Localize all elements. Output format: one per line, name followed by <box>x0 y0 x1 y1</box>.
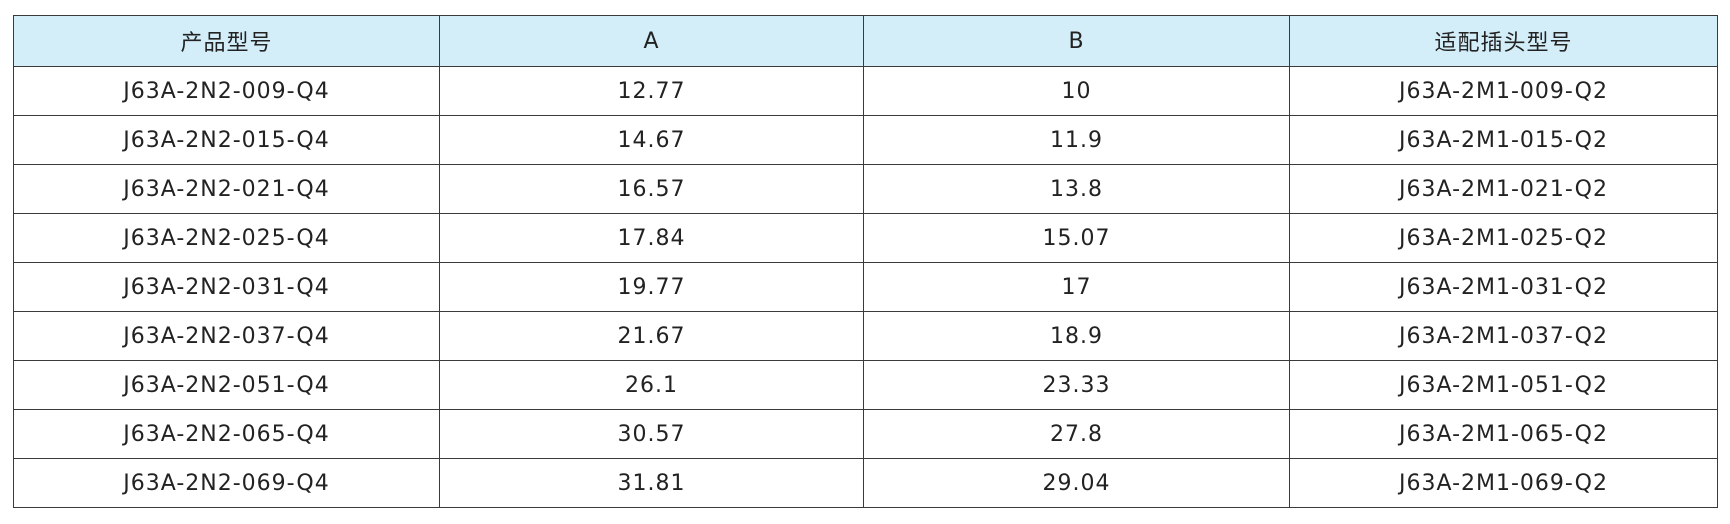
table-cell: J63A-2N2-065-Q4 <box>13 409 440 459</box>
table-cell: J63A-2N2-025-Q4 <box>13 213 440 263</box>
table-row: J63A-2N2-069-Q4 31.81 29.04 J63A-2M1-069-Q2 <box>13 458 1718 508</box>
table-cell: J63A-2M1-009-Q2 <box>1289 66 1718 116</box>
table-cell: 27.8 <box>863 409 1290 459</box>
table-cell: 11.9 <box>863 115 1290 165</box>
table-cell: J63A-2M1-051-Q2 <box>1289 360 1718 410</box>
table-cell: 17 <box>863 262 1290 312</box>
table-cell: J63A-2N2-031-Q4 <box>13 262 440 312</box>
table-row: J63A-2N2-025-Q4 17.84 15.07 J63A-2M1-025-Q2 <box>13 213 1718 263</box>
table-row: J63A-2N2-037-Q4 21.67 18.9 J63A-2M1-037-Q2 <box>13 311 1718 361</box>
table-cell: J63A-2N2-009-Q4 <box>13 66 440 116</box>
table-cell: J63A-2N2-015-Q4 <box>13 115 440 165</box>
table-cell: J63A-2N2-051-Q4 <box>13 360 440 410</box>
table-cell: J63A-2M1-069-Q2 <box>1289 458 1718 508</box>
table-row: J63A-2N2-065-Q4 30.57 27.8 J63A-2M1-065-Q2 <box>13 409 1718 459</box>
table-cell: J63A-2M1-065-Q2 <box>1289 409 1718 459</box>
header-cell: B <box>863 15 1290 67</box>
table-cell: J63A-2M1-015-Q2 <box>1289 115 1718 165</box>
table-row: J63A-2N2-009-Q4 12.77 10 J63A-2M1-009-Q2 <box>13 66 1718 116</box>
table-cell: 10 <box>863 66 1290 116</box>
table-cell: J63A-2M1-025-Q2 <box>1289 213 1718 263</box>
table-cell: 18.9 <box>863 311 1290 361</box>
header-cell: 产品型号 <box>13 15 440 67</box>
header-row: 产品型号 A B 适配插头型号 <box>13 15 1718 67</box>
table-cell: J63A-2N2-069-Q4 <box>13 458 440 508</box>
header-cell: A <box>439 15 864 67</box>
table-body: J63A-2N2-009-Q4 12.77 10 J63A-2M1-009-Q2 J63… <box>13 66 1718 508</box>
table-cell: J63A-2N2-037-Q4 <box>13 311 440 361</box>
table-cell: 12.77 <box>439 66 864 116</box>
table-row: J63A-2N2-031-Q4 19.77 17 J63A-2M1-031-Q2 <box>13 262 1718 312</box>
table-cell: 13.8 <box>863 164 1290 214</box>
table-row: J63A-2N2-051-Q4 26.1 23.33 J63A-2M1-051-Q2 <box>13 360 1718 410</box>
table-row: J63A-2N2-015-Q4 14.67 11.9 J63A-2M1-015-Q2 <box>13 115 1718 165</box>
table-cell: J63A-2M1-021-Q2 <box>1289 164 1718 214</box>
table-row: J63A-2N2-021-Q4 16.57 13.8 J63A-2M1-021-Q2 <box>13 164 1718 214</box>
table-cell: 23.33 <box>863 360 1290 410</box>
table-cell: J63A-2M1-031-Q2 <box>1289 262 1718 312</box>
table-cell: 21.67 <box>439 311 864 361</box>
table-cell: 19.77 <box>439 262 864 312</box>
table-cell: 17.84 <box>439 213 864 263</box>
table-cell: 14.67 <box>439 115 864 165</box>
header-cell: 适配插头型号 <box>1289 15 1718 67</box>
table-cell: J63A-2N2-021-Q4 <box>13 164 440 214</box>
table-cell: 31.81 <box>439 458 864 508</box>
table-cell: 30.57 <box>439 409 864 459</box>
spec-table: 产品型号 A B 适配插头型号 J63A-2N2-009-Q4 12.77 10 J63A-… <box>13 15 1718 508</box>
table-cell: 26.1 <box>439 360 864 410</box>
table-cell: 15.07 <box>863 213 1290 263</box>
table-cell: 16.57 <box>439 164 864 214</box>
table-cell: 29.04 <box>863 458 1290 508</box>
table-cell: J63A-2M1-037-Q2 <box>1289 311 1718 361</box>
